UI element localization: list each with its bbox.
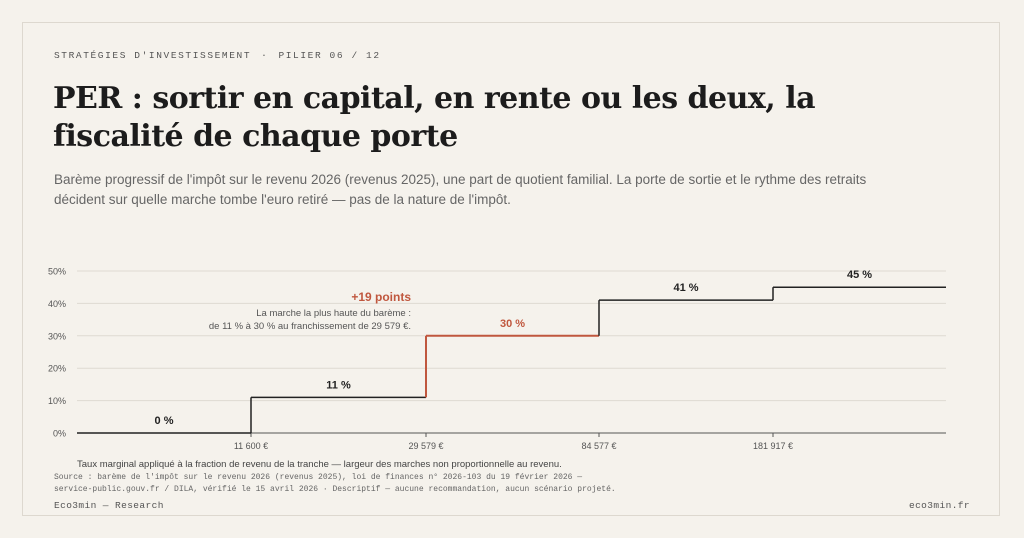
y-tick-label: 40% bbox=[48, 299, 66, 309]
bracket-rate-label: 11 % bbox=[326, 379, 351, 391]
y-tick-label: 30% bbox=[48, 331, 66, 341]
x-tick-label: 11 600 € bbox=[234, 441, 268, 451]
y-tick-label: 20% bbox=[48, 364, 66, 374]
annotation-line-2: de 11 % à 30 % au franchissement de 29 5… bbox=[209, 321, 411, 332]
annotation-title: +19 points bbox=[351, 290, 411, 304]
annotation-line-1: La marche la plus haute du barème : bbox=[256, 308, 411, 319]
tax-bracket-step-chart: 0% 10% 20% 30% 40% 50% 11 600 € 29 579 € 84 577… bbox=[48, 267, 946, 451]
grid-layer bbox=[77, 270, 946, 434]
bracket-rate-label: 30 % bbox=[500, 318, 525, 330]
footer-site: eco3min.fr bbox=[908, 500, 970, 511]
x-tick-label: 181 917 € bbox=[753, 441, 793, 451]
x-tick-label: 84 577 € bbox=[581, 441, 616, 451]
card-frame bbox=[22, 22, 1000, 516]
kicker-pillar: PILIER 06 / 12 bbox=[278, 50, 381, 61]
footer-brand: Eco3min — Research bbox=[54, 500, 164, 511]
y-tick-label: 0% bbox=[53, 429, 66, 439]
page-title: PER : sortir en capital, en rente ou les… bbox=[53, 81, 816, 154]
y-tick-layer: 0% 10% 20% 30% 40% 50% bbox=[48, 267, 66, 439]
x-tick-label: 29 579 € bbox=[408, 441, 443, 451]
y-tick-label: 50% bbox=[48, 267, 66, 277]
kicker-separator: · bbox=[261, 50, 269, 61]
source-line-2: service-public.gouv.fr / DILA, vérifié l… bbox=[54, 485, 616, 494]
page-subtitle: Barème progressif de l'impôt sur le reve… bbox=[54, 172, 867, 207]
source-note: Source : barème de l'impôt sur le revenu… bbox=[54, 472, 754, 496]
bracket-rate-label: 0 % bbox=[155, 415, 174, 427]
annotation-layer: +19 points La marche la plus haute du ba… bbox=[209, 290, 411, 332]
x-tick-layer: 11 600 € 29 579 € 84 577 € 181 917 € bbox=[234, 433, 793, 451]
kicker: STRATÉGIES D'INVESTISSEMENT · PILIER 06 / … bbox=[54, 50, 381, 61]
bracket-rate-label: 41 % bbox=[673, 282, 698, 294]
bracket-rate-label: 45 % bbox=[847, 269, 872, 281]
y-tick-label: 10% bbox=[48, 396, 66, 406]
step-line-layer bbox=[77, 286, 946, 434]
bracket-label-layer: 0 % 11 % 30 % 41 % 45 % bbox=[155, 269, 873, 427]
kicker-section: STRATÉGIES D'INVESTISSEMENT bbox=[54, 50, 252, 61]
source-line-1: Source : barème de l'impôt sur le revenu… bbox=[54, 473, 583, 482]
chart-caption: Taux marginal appliqué à la fraction de … bbox=[77, 459, 562, 470]
